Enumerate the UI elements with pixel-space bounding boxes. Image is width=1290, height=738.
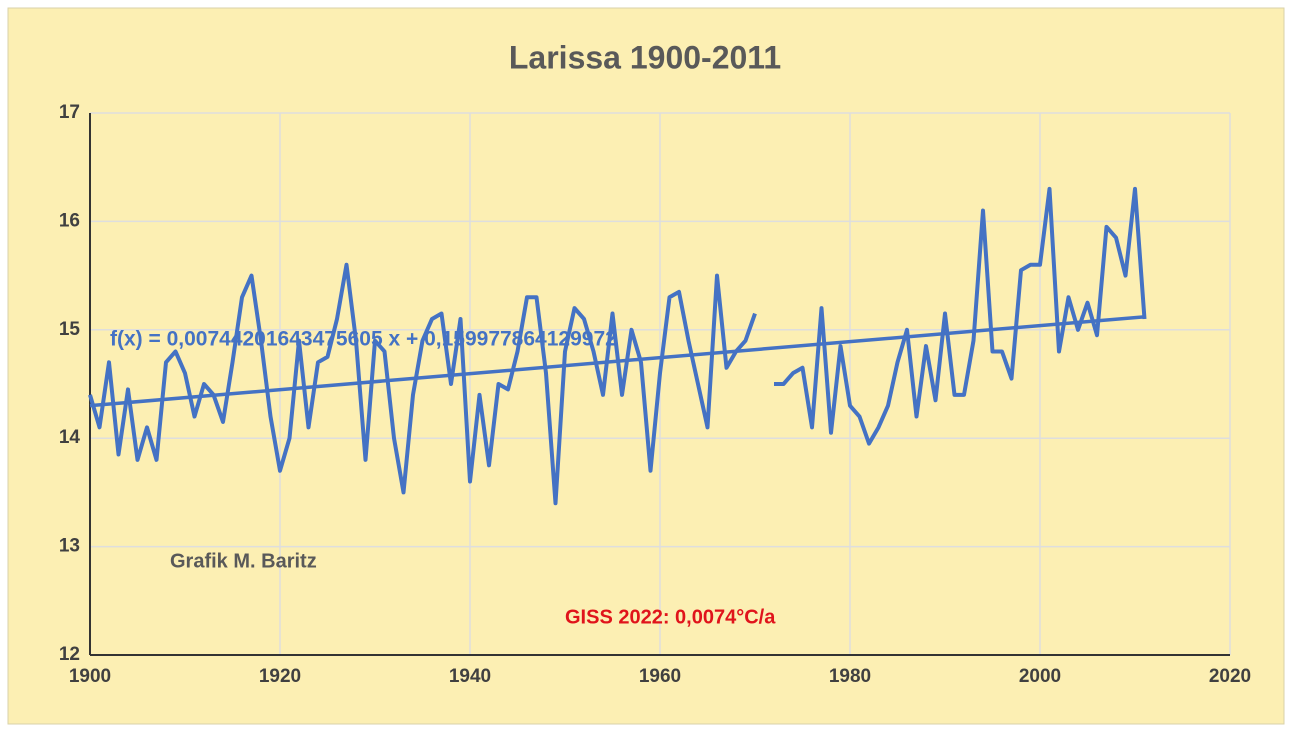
x-tick-label: 1920 <box>259 666 301 687</box>
x-tick-label: 1940 <box>449 666 491 687</box>
giss-note: GISS 2022: 0,0074°C/a <box>565 606 776 628</box>
x-tick-label: 1980 <box>829 666 871 687</box>
y-tick-label: 14 <box>59 427 81 448</box>
trend-equation: f(x) = 0,00744201643475605 x + 0,1599778… <box>110 328 617 351</box>
trend-line <box>89 315 1145 408</box>
plot-area: 12 13 14 15 16 17 1900 1920 1940 1960 1980 2000 2020 <box>59 102 1251 687</box>
y-tick-label: 17 <box>59 102 80 123</box>
y-tick-label: 13 <box>59 536 80 557</box>
x-tick-label: 2020 <box>1209 666 1251 687</box>
y-tick-label: 15 <box>59 319 81 340</box>
author-note: Grafik M. Baritz <box>170 550 317 572</box>
chart-title: Larissa 1900-2011 <box>509 39 781 75</box>
x-tick-label: 2000 <box>1019 666 1061 687</box>
chart-background <box>7 7 1285 725</box>
x-tick-label: 1900 <box>69 666 111 687</box>
y-tick-label: 12 <box>59 644 80 665</box>
x-tick-label: 1960 <box>639 666 681 687</box>
y-tick-label: 16 <box>59 210 80 231</box>
